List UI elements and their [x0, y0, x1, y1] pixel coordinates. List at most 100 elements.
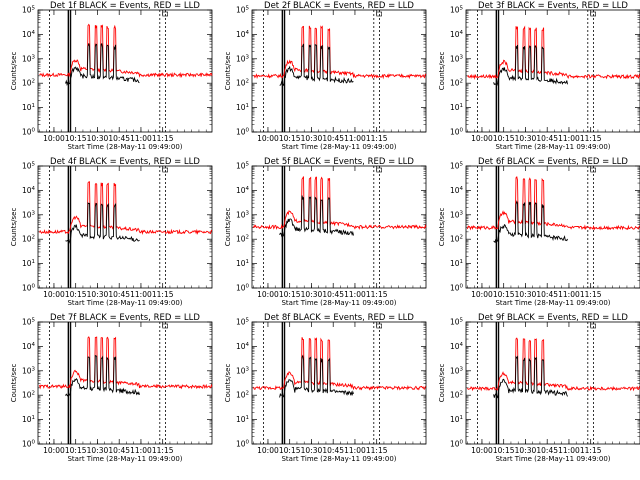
y-tick-label: 100	[236, 128, 250, 137]
series-lld-line	[466, 175, 640, 231]
attenuator-marker	[162, 167, 168, 173]
y-tick-label: 104	[236, 186, 250, 195]
y-tick-label: 105	[22, 6, 36, 15]
panel-title: Det 7f BLACK = Events, RED = LLD	[50, 313, 200, 323]
x-tick-label: 10:15	[65, 446, 87, 455]
x-tick-label: 10:30	[515, 134, 537, 143]
detector-panel-1: Det 1f BLACK = Events, RED = LLD 100 101 10…	[10, 1, 213, 151]
panel-title: Det 9f BLACK = Events, RED = LLD	[478, 313, 628, 323]
x-tick-label: 10:00	[257, 134, 279, 143]
x-axis-label: Start Time (28-May-11 09:49:00)	[281, 143, 396, 151]
y-tick-label: 105	[236, 162, 250, 171]
x-tick-label: 10:45	[322, 446, 344, 455]
x-tick-label: 10:45	[108, 446, 130, 455]
detector-panel-4: Det 4f BLACK = Events, RED = LLD 100 101 10…	[10, 157, 213, 307]
x-tick-label: 11:15	[580, 290, 602, 299]
panel-title: Det 6f BLACK = Events, RED = LLD	[478, 157, 628, 167]
y-tick-label: 105	[450, 318, 464, 327]
y-tick-label: 101	[450, 415, 463, 424]
x-tick-label: 11:15	[366, 446, 388, 455]
x-tick-label: 10:30	[87, 446, 109, 455]
x-tick-label: 11:15	[580, 134, 602, 143]
y-tick-label: 103	[450, 54, 464, 63]
y-tick-label: 102	[236, 235, 249, 244]
x-tick-label: 11:00	[344, 134, 366, 143]
plot-frame	[37, 165, 213, 289]
x-tick-label: 11:00	[558, 134, 580, 143]
x-tick-label: 10:00	[43, 134, 65, 143]
x-tick-label: 11:15	[580, 446, 602, 455]
x-tick-label: 10:15	[279, 446, 301, 455]
series-lld-line	[252, 337, 426, 391]
x-tick-label: 10:45	[536, 446, 558, 455]
series-lld-line	[467, 25, 640, 80]
plot-frame	[465, 321, 640, 445]
y-tick-label: 103	[450, 210, 464, 219]
detector-panel-6: Det 6f BLACK = Events, RED = LLD 100 101 10…	[438, 157, 640, 307]
x-tick-label: 10:30	[515, 446, 537, 455]
y-tick-label: 104	[22, 186, 36, 195]
y-tick-label: 103	[22, 210, 36, 219]
y-tick-label: 103	[236, 366, 250, 375]
x-axis-label: Start Time (28-May-11 09:49:00)	[67, 455, 182, 463]
y-tick-label: 101	[22, 103, 35, 112]
x-axis-label: Start Time (28-May-11 09:49:00)	[281, 455, 396, 463]
attenuator-marker	[590, 167, 597, 173]
y-tick-label: 104	[450, 30, 464, 39]
y-tick-label: 105	[236, 318, 250, 327]
series-events-line	[493, 355, 568, 399]
attenuator-marker	[162, 11, 168, 17]
y-tick-label: 104	[22, 30, 36, 39]
x-tick-label: 11:00	[130, 134, 152, 143]
x-tick-label: 10:00	[257, 446, 279, 455]
series-events-line	[279, 354, 354, 398]
detector-panel-8: Det 8f BLACK = Events, RED = LLD 100 101 10…	[224, 313, 427, 463]
plot-frame	[251, 321, 427, 445]
x-tick-label: 10:15	[279, 290, 301, 299]
x-tick-label: 10:45	[108, 290, 130, 299]
attenuator-marker	[376, 323, 383, 329]
x-axis-label: Start Time (28-May-11 09:49:00)	[495, 455, 610, 463]
attenuator-marker	[590, 11, 597, 17]
x-tick-label: 11:00	[558, 446, 580, 455]
attenuator-marker	[376, 11, 383, 17]
plot-frame	[37, 9, 213, 133]
y-tick-label: 105	[450, 6, 464, 15]
x-tick-label: 10:30	[301, 290, 323, 299]
series-lld-line	[467, 337, 640, 392]
y-tick-label: 102	[450, 391, 463, 400]
x-axis-label: Start Time (28-May-11 09:49:00)	[281, 299, 396, 307]
x-tick-label: 10:15	[493, 290, 515, 299]
x-tick-label: 10:00	[471, 290, 493, 299]
attenuator-marker	[376, 167, 383, 173]
x-tick-label: 11:15	[152, 134, 174, 143]
y-axis-label: Counts/sec	[10, 208, 18, 247]
y-tick-label: 102	[236, 79, 249, 88]
detector-panel-5: Det 5f BLACK = Events, RED = LLD 100 101 10…	[224, 157, 427, 307]
x-tick-label: 10:00	[471, 134, 493, 143]
x-tick-label: 10:15	[493, 446, 515, 455]
x-tick-label: 11:15	[366, 290, 388, 299]
x-tick-label: 11:00	[344, 290, 366, 299]
y-tick-label: 101	[236, 103, 249, 112]
y-tick-label: 100	[450, 440, 464, 449]
panel-title: Det 1f BLACK = Events, RED = LLD	[50, 1, 200, 11]
y-tick-label: 103	[22, 366, 36, 375]
x-tick-label: 11:15	[152, 290, 174, 299]
y-axis-label: Counts/sec	[438, 52, 446, 91]
y-tick-label: 101	[450, 259, 463, 268]
y-tick-label: 100	[450, 284, 464, 293]
y-tick-label: 102	[450, 79, 463, 88]
x-tick-label: 11:00	[130, 290, 152, 299]
x-tick-label: 10:00	[43, 446, 65, 455]
y-tick-label: 104	[450, 342, 464, 351]
y-tick-label: 102	[22, 391, 35, 400]
detector-panel-7: Det 7f BLACK = Events, RED = LLD 100 101 10…	[10, 313, 213, 463]
x-tick-label: 10:45	[322, 290, 344, 299]
panel-title: Det 4f BLACK = Events, RED = LLD	[50, 157, 200, 167]
detector-panel-3: Det 3f BLACK = Events, RED = LLD 100 101 10…	[438, 1, 640, 151]
plot-frame	[465, 165, 640, 289]
x-tick-label: 10:15	[279, 134, 301, 143]
y-axis-label: Counts/sec	[438, 364, 446, 403]
